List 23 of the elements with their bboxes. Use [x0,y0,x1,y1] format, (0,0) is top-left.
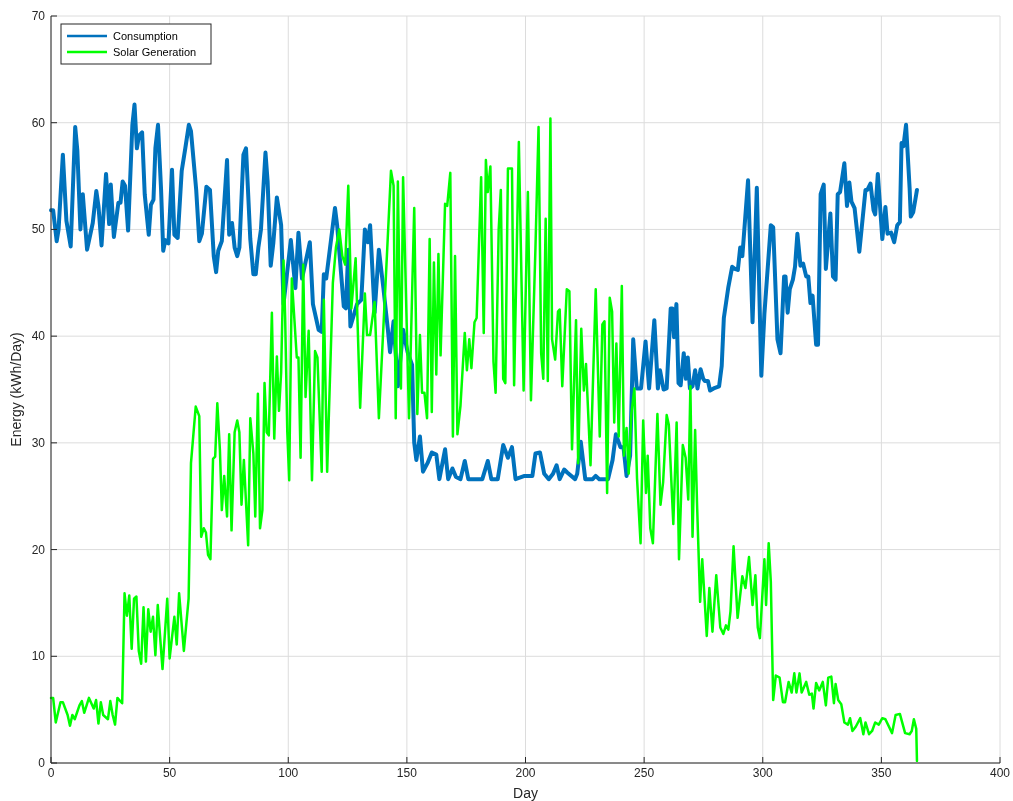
x-tick-label: 200 [515,766,536,780]
y-tick-label: 40 [31,329,46,344]
legend-label: Solar Generation [113,46,197,58]
y-tick-label: 60 [31,115,46,130]
y-tick-label: 30 [31,435,46,450]
x-tick-label: 300 [752,766,774,780]
x-tick-label: 350 [871,766,892,780]
y-tick-label: 10 [31,649,46,664]
x-axis-title: Day [513,785,538,801]
y-tick-label: 0 [38,756,46,770]
y-tick-label: 70 [31,9,46,23]
legend-label: Consumption [113,30,178,42]
x-tick-label: 0 [47,766,55,780]
y-tick-label: 50 [31,222,46,237]
x-tick-label: 50 [162,766,177,780]
x-tick-label: 250 [634,766,655,780]
x-tick-label: 400 [989,766,1011,780]
line-series [49,117,919,763]
x-tick-label: 150 [396,766,418,780]
y-axis-title: Energy (kWh/Day) [8,332,24,447]
y-tick-label: 20 [31,542,46,557]
x-tick-label: 100 [278,766,299,780]
line-series [49,102,919,482]
